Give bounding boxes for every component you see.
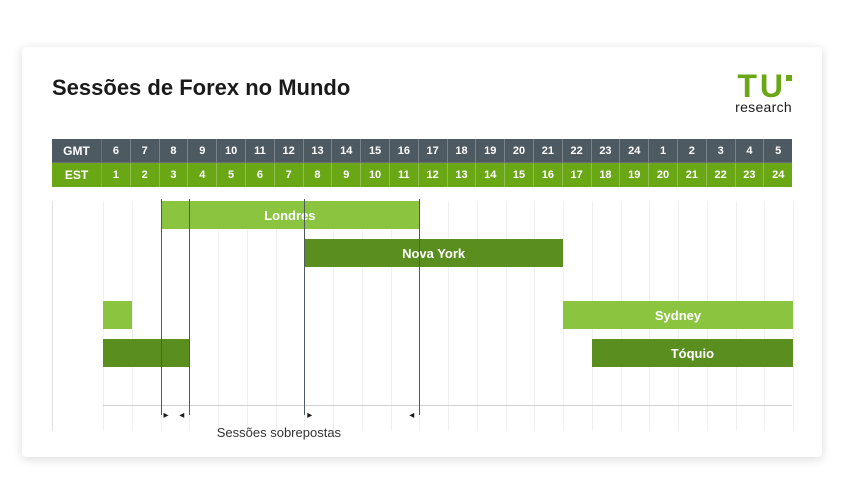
session-bar — [103, 301, 132, 329]
est-hour-cell: 10 — [361, 163, 390, 187]
gmt-hour-cell: 8 — [160, 139, 189, 163]
gmt-hour-cell: 16 — [390, 139, 419, 163]
gmt-hour-cells: 678910111213141516171819202122232412345 — [102, 139, 792, 163]
est-hour-cell: 16 — [534, 163, 563, 187]
est-hour-cell: 14 — [476, 163, 505, 187]
est-hour-cell: 6 — [246, 163, 275, 187]
overlap-arrow-icon: ▸ — [307, 410, 312, 421]
session-bar: Nova York — [304, 239, 563, 267]
grid-line — [362, 201, 363, 431]
gantt-area: LondresNova YorkSydneyTóquio▸◂▸◂Sessões … — [52, 201, 792, 431]
gmt-label: GMT — [52, 139, 102, 163]
card: Sessões de Forex no Mundo T U research G… — [22, 47, 822, 457]
bottom-rule — [103, 405, 792, 406]
logo-dot-icon — [786, 75, 792, 81]
grid-line — [534, 201, 535, 431]
session-bar — [103, 339, 189, 367]
grid-line — [448, 201, 449, 431]
gmt-hour-cell: 22 — [563, 139, 592, 163]
est-hour-cell: 13 — [448, 163, 477, 187]
grid-line — [276, 201, 277, 431]
gmt-hour-cell: 19 — [476, 139, 505, 163]
overlap-line — [189, 199, 190, 415]
gmt-hour-cell: 24 — [620, 139, 649, 163]
gmt-row: GMT 678910111213141516171819202122232412… — [52, 139, 792, 163]
grid-line — [506, 201, 507, 431]
session-bar: Londres — [161, 201, 420, 229]
overlap-line — [304, 199, 305, 415]
session-bar: Tóquio — [592, 339, 793, 367]
overlap-arrow-icon: ◂ — [409, 410, 414, 421]
gmt-hour-cell: 1 — [649, 139, 678, 163]
overlap-arrow-icon: ▸ — [164, 410, 169, 421]
gmt-hour-cell: 10 — [217, 139, 246, 163]
est-hour-cell: 12 — [419, 163, 448, 187]
gmt-hour-cell: 13 — [304, 139, 333, 163]
gmt-hour-cell: 23 — [592, 139, 621, 163]
logo-mark: T U — [737, 75, 792, 97]
page-title: Sessões de Forex no Mundo — [52, 75, 350, 101]
gmt-hour-cell: 17 — [419, 139, 448, 163]
est-hour-cell: 22 — [707, 163, 736, 187]
gmt-hour-cell: 15 — [361, 139, 390, 163]
est-hour-cell: 9 — [332, 163, 361, 187]
est-hour-cell: 4 — [188, 163, 217, 187]
gmt-hour-cell: 18 — [448, 139, 477, 163]
gmt-hour-cell: 11 — [246, 139, 275, 163]
est-hour-cell: 17 — [563, 163, 592, 187]
gmt-hour-cell: 7 — [131, 139, 160, 163]
grid-line — [218, 201, 219, 431]
est-hour-cell: 19 — [620, 163, 649, 187]
est-hour-cell: 8 — [304, 163, 333, 187]
est-label: EST — [52, 163, 102, 187]
grid-line — [391, 201, 392, 431]
gmt-hour-cell: 4 — [736, 139, 765, 163]
est-row: EST 123456789101112131415161718192021222… — [52, 163, 792, 187]
overlap-caption: Sessões sobrepostas — [217, 425, 341, 440]
est-hour-cell: 24 — [764, 163, 792, 187]
gmt-hour-cell: 5 — [764, 139, 792, 163]
grid-line — [132, 201, 133, 431]
gmt-hour-cell: 2 — [678, 139, 707, 163]
gmt-hour-cell: 3 — [707, 139, 736, 163]
est-hour-cell: 23 — [736, 163, 765, 187]
session-bar: Sydney — [563, 301, 793, 329]
est-hour-cell: 3 — [160, 163, 189, 187]
est-hour-cell: 18 — [592, 163, 621, 187]
est-hour-cell: 1 — [102, 163, 131, 187]
est-hour-cell: 15 — [505, 163, 534, 187]
est-hour-cell: 2 — [131, 163, 160, 187]
est-hour-cell: 7 — [275, 163, 304, 187]
gmt-hour-cell: 9 — [188, 139, 217, 163]
logo-letter-u: U — [760, 75, 783, 97]
est-hour-cell: 20 — [649, 163, 678, 187]
overlap-line — [419, 199, 420, 415]
est-hour-cell: 21 — [678, 163, 707, 187]
gmt-hour-cell: 21 — [534, 139, 563, 163]
grid-line — [477, 201, 478, 431]
gmt-hour-cell: 6 — [102, 139, 131, 163]
logo: T U research — [735, 75, 792, 115]
header: Sessões de Forex no Mundo T U research — [52, 75, 792, 115]
overlap-arrow-icon: ◂ — [179, 410, 184, 421]
timezone-header: GMT 678910111213141516171819202122232412… — [52, 139, 792, 187]
est-hour-cell: 11 — [390, 163, 419, 187]
grid-line — [247, 201, 248, 431]
logo-letter-t: T — [737, 75, 757, 97]
gmt-hour-cell: 14 — [332, 139, 361, 163]
forex-session-chart: GMT 678910111213141516171819202122232412… — [52, 139, 792, 431]
est-hour-cell: 5 — [217, 163, 246, 187]
overlap-line — [161, 199, 162, 415]
logo-subtext: research — [735, 99, 792, 115]
est-hour-cells: 123456789101112131415161718192021222324 — [102, 163, 792, 187]
grid-line — [333, 201, 334, 431]
grid-line — [793, 201, 794, 431]
gmt-hour-cell: 12 — [275, 139, 304, 163]
gmt-hour-cell: 20 — [505, 139, 534, 163]
